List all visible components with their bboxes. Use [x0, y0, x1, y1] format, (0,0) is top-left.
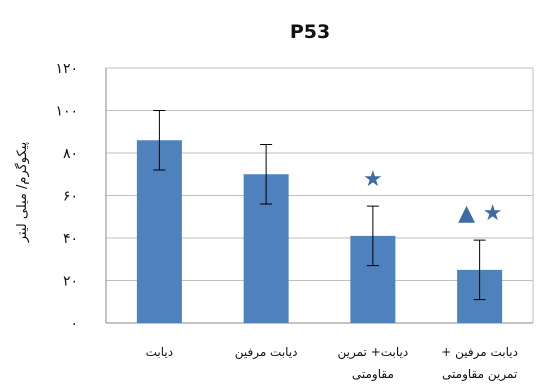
y-axis-label: پیکوگرم/ میلی لیتر: [14, 141, 30, 243]
chart-title: P53: [290, 21, 330, 43]
bar: [136, 140, 182, 323]
bars: [136, 140, 503, 323]
x-category-label: تمرین مقاومتی: [442, 367, 517, 382]
star-significance-marker: ★: [483, 201, 503, 226]
y-tick-label: ۸۰: [63, 146, 78, 162]
significance-markers: ★ ▲ ★: [363, 167, 502, 226]
x-category-label: دیابت+ تمرین: [338, 345, 409, 360]
y-tick-label: ۲۰: [63, 274, 78, 290]
x-axis-categories: دیابت دیابت مرفین دیابت+ تمرین مقاومتی دیابت…: [146, 345, 518, 382]
error-bars: [153, 110, 486, 301]
x-category-label: مقاومتی: [352, 367, 394, 382]
y-tick-label: ۱۲۰: [55, 61, 78, 77]
y-tick-label: ۱۰۰: [55, 104, 78, 120]
triangle-significance-marker: ▲: [458, 201, 475, 226]
star-significance-marker: ★: [363, 167, 383, 192]
x-category-label: دیابت مرفین +: [441, 345, 518, 360]
x-category-label: دیابت: [146, 345, 173, 359]
y-tick-label: ۰: [70, 316, 78, 332]
y-tick-label: ۶۰: [63, 189, 78, 205]
y-tick-label: ۴۰: [63, 231, 78, 247]
x-category-label: دیابت مرفین: [235, 345, 298, 360]
y-axis-ticks: ۰ ۲۰ ۴۰ ۶۰ ۸۰ ۱۰۰ ۱۲۰: [55, 61, 78, 332]
